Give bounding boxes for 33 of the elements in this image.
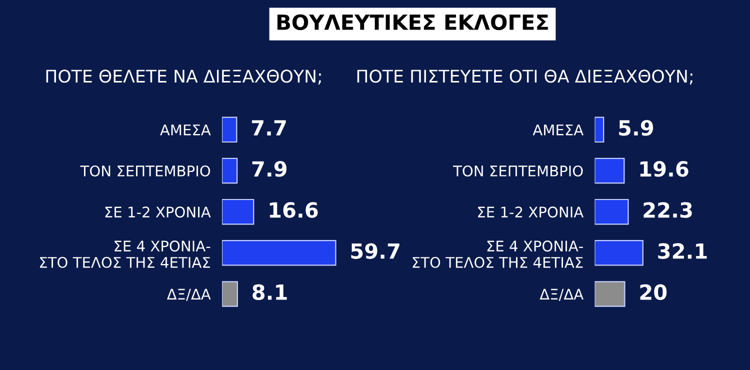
data-label: 22.3: [644, 202, 692, 218]
y-tick-label: ΣΕ 1-2 ΧΡΟΝΙΑ: [105, 206, 211, 218]
data-label: 8.1: [252, 284, 287, 300]
data-label: 20: [640, 284, 667, 300]
bar: [594, 116, 604, 143]
y-tick-label: ΔΞ/ΔΑ: [166, 288, 211, 301]
data-label: 16.6: [270, 202, 318, 218]
bar: [594, 281, 626, 307]
y-tick-label: ΣΕ 1-2 ΧΡΟΝΙΑ: [478, 206, 584, 218]
bar: [594, 198, 629, 225]
data-label: 59.7: [351, 243, 400, 259]
data-label: 7.7: [252, 120, 286, 136]
chart-subtitle: ΠΟΤΕ ΘΕΛΕΤΕ ΝΑ ΔΙΕΞΑΧΘΟΥΝ;: [46, 70, 321, 85]
bar: [222, 281, 238, 307]
chart-subtitle: ΠΟΤΕ ΠΙΣΤΕΥΕΤΕ ΟΤΙ ΘΑ ΔΙΕΞΑΧΘΟΥΝ;: [357, 70, 692, 85]
y-tick-label: ΣΕ 4 ΧΡΟΝΙΑ- ΣΤΟ ΤΕΛΟΣ ΤΗΣ 4ΕΤΙΑΣ: [412, 240, 583, 268]
bar: [594, 158, 625, 184]
bar: [222, 158, 238, 184]
bar: [222, 240, 336, 266]
data-label: 19.6: [640, 161, 688, 177]
bar: [222, 198, 254, 225]
y-tick-label: ΔΞ/ΔΑ: [540, 288, 584, 301]
bar: [594, 240, 644, 266]
data-label: 7.9: [252, 161, 287, 177]
y-tick-label: ΑΜΕΣΑ: [532, 124, 584, 136]
text: ΒΟΥΛΕΥΤΙΚΕΣ ΕΚΛΟΓΕΣ: [277, 14, 548, 30]
y-tick-label: ΣΕ 4 ΧΡΟΝΙΑ- ΣΤΟ ΤΕΛΟΣ ΤΗΣ 4ΕΤΙΑΣ: [40, 240, 210, 268]
y-tick-label: ΤΟΝ ΣΕΠΤΕΜΒΡΙΟ: [80, 165, 210, 177]
data-label: 5.9: [619, 120, 654, 136]
data-label: 32.1: [658, 243, 707, 259]
y-tick-label: ΑΜΕΣΑ: [160, 124, 211, 136]
bar: [222, 116, 238, 143]
y-tick-label: ΤΟΝ ΣΕΠΤΕΜΒΡΙΟ: [452, 165, 583, 177]
